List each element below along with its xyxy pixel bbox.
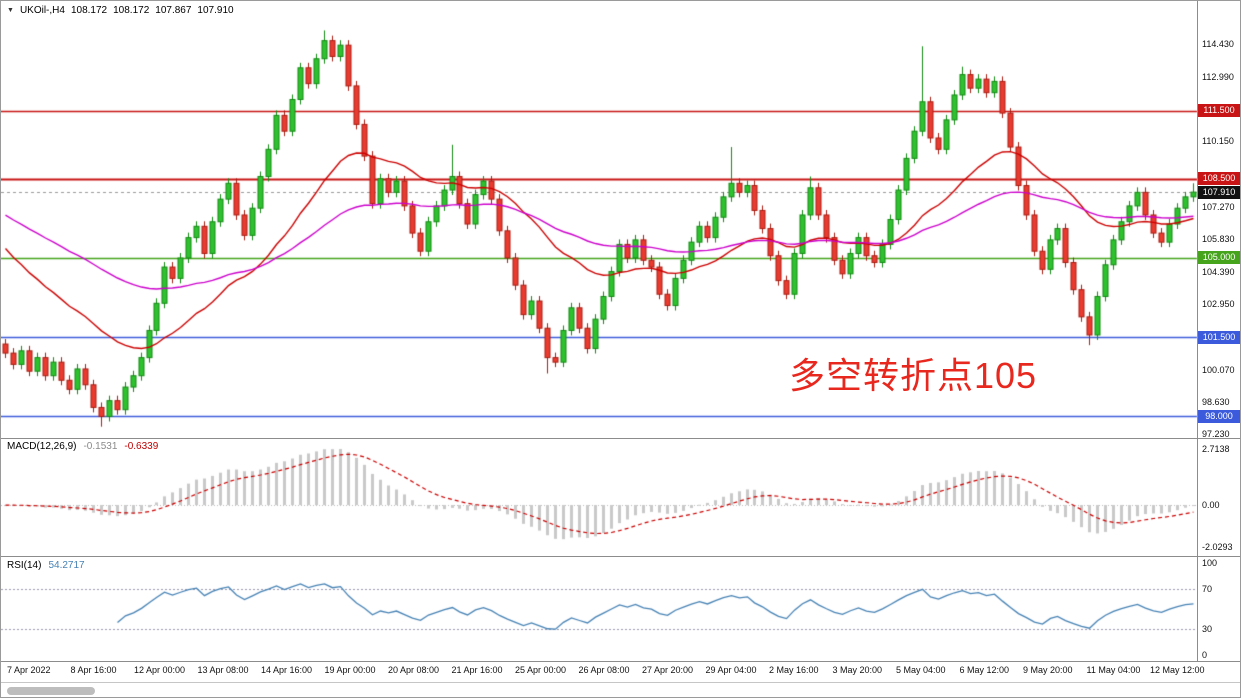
rsi-axis-label: 30 bbox=[1202, 624, 1213, 634]
price-tick-label: 100.070 bbox=[1202, 364, 1235, 375]
rsi-axis-label: 100 bbox=[1202, 558, 1218, 568]
price-tick-label: 105.830 bbox=[1202, 234, 1235, 245]
time-label: 20 Apr 08:00 bbox=[388, 665, 440, 675]
macd-signal-value: -0.6339 bbox=[124, 441, 159, 452]
time-label: 8 Apr 16:00 bbox=[70, 665, 117, 675]
time-label: 12 May 12:00 bbox=[1150, 665, 1205, 675]
ohlc-open-value: 108.172 bbox=[70, 5, 108, 16]
time-label: 14 Apr 16:00 bbox=[261, 665, 313, 675]
time-label: 5 May 04:00 bbox=[896, 665, 946, 675]
time-label: 9 May 20:00 bbox=[1023, 665, 1073, 675]
macd-name: MACD(12,26,9) bbox=[7, 441, 77, 452]
price-level-tag: 101.500 bbox=[1198, 330, 1240, 344]
rsi-indicator-label: RSI(14) 54.2717 bbox=[7, 560, 85, 571]
symbol-period-label: UKOil-,H4 bbox=[19, 5, 65, 16]
time-label: 29 Apr 04:00 bbox=[705, 665, 757, 675]
time-label: 27 Apr 20:00 bbox=[642, 665, 694, 675]
rsi-value: 54.2717 bbox=[48, 560, 85, 571]
macd-main-value: -0.1531 bbox=[83, 441, 118, 452]
price-level-tag: 105.000 bbox=[1198, 251, 1240, 265]
price-tick-label: 98.630 bbox=[1202, 397, 1230, 408]
price-axis[interactable]: 114.430 112.990 110.150 107.270 105.830 104.3… bbox=[1197, 1, 1240, 661]
price-tick-label: 107.270 bbox=[1202, 201, 1235, 212]
price-tick-label: 114.430 bbox=[1202, 39, 1234, 50]
time-label: 12 Apr 00:00 bbox=[134, 665, 186, 675]
price-level-tag: 98.000 bbox=[1198, 409, 1240, 423]
horizontal-scrollbar-thumb[interactable] bbox=[7, 687, 95, 695]
macd-axis-label: 0.00 bbox=[1202, 500, 1220, 511]
price-tick-label: 112.990 bbox=[1202, 72, 1234, 83]
chart-header-readout: ▼ UKOil-,H4 108.172 108.172 107.867 107.… bbox=[7, 5, 234, 16]
rsi-axis-label: 0 bbox=[1202, 650, 1208, 660]
panel-separator[interactable] bbox=[1, 438, 1240, 439]
price-tick-label: 102.950 bbox=[1202, 299, 1235, 310]
time-label: 7 Apr 2022 bbox=[7, 665, 51, 675]
chart-annotation-text[interactable]: 多空转折点105 bbox=[789, 355, 1038, 396]
chart-collapse-icon[interactable]: ▼ bbox=[7, 7, 14, 14]
ohlc-high-value: 108.172 bbox=[113, 5, 150, 16]
time-label: 11 May 04:00 bbox=[1086, 665, 1141, 675]
current-price-tag: 107.910 bbox=[1198, 185, 1240, 199]
time-label: 6 May 12:00 bbox=[959, 665, 1010, 675]
panel-separator[interactable] bbox=[1, 556, 1240, 557]
rsi-axis-label: 70 bbox=[1202, 584, 1213, 594]
time-label: 2 May 16:00 bbox=[769, 665, 819, 675]
time-label: 21 Apr 16:00 bbox=[451, 665, 503, 675]
time-label: 19 Apr 00:00 bbox=[324, 665, 376, 675]
price-tick-label: 104.390 bbox=[1202, 266, 1235, 277]
macd-axis-label: -2.0293 bbox=[1202, 542, 1233, 552]
macd-axis-label: 2.7138 bbox=[1202, 444, 1230, 454]
time-label: 25 Apr 00:00 bbox=[515, 665, 567, 675]
ohlc-close-value: 107.910 bbox=[197, 5, 234, 16]
ohlc-low-value: 107.867 bbox=[155, 5, 192, 16]
rsi-name: RSI(14) bbox=[7, 560, 42, 571]
time-label: 26 Apr 08:00 bbox=[578, 665, 630, 675]
time-label: 3 May 20:00 bbox=[832, 665, 883, 675]
price-tick-label: 110.150 bbox=[1202, 136, 1234, 147]
price-axis-border bbox=[1197, 1, 1198, 661]
time-label: 13 Apr 08:00 bbox=[197, 665, 249, 675]
panel-separator[interactable] bbox=[1, 661, 1240, 662]
panel-separator bbox=[1, 682, 1240, 683]
macd-indicator-label: MACD(12,26,9) -0.1531 -0.6339 bbox=[7, 441, 158, 452]
price-level-tag: 108.500 bbox=[1198, 172, 1240, 186]
price-tick-label: 97.230 bbox=[1202, 428, 1230, 439]
price-level-tag: 111.500 bbox=[1198, 104, 1240, 118]
time-axis[interactable]: 7 Apr 2022 8 Apr 16:00 12 Apr 00:00 13 Apr … bbox=[1, 662, 1240, 682]
